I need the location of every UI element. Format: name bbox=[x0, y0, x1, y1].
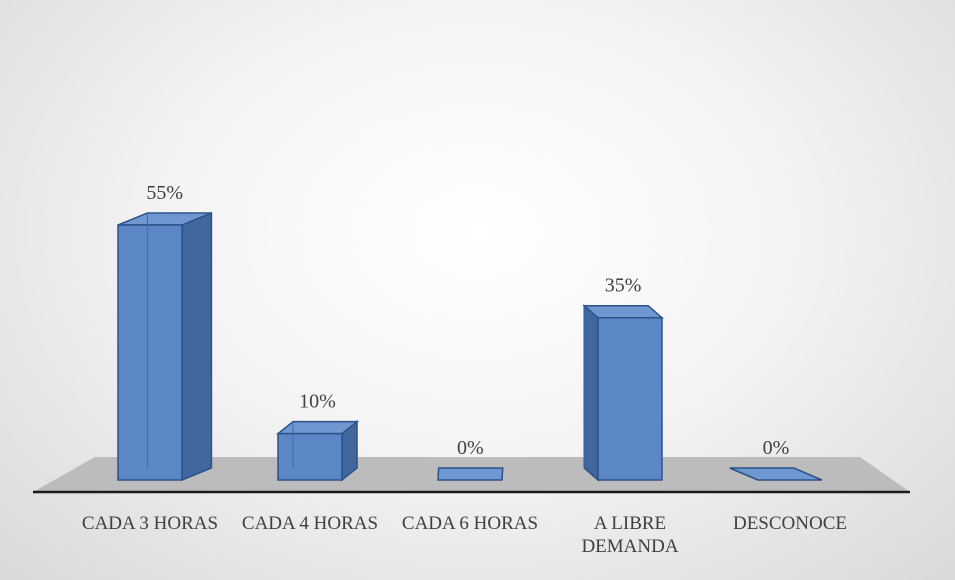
x-tick-label: DESCONOCE bbox=[732, 513, 847, 534]
bar bbox=[729, 467, 823, 481]
bar-top bbox=[582, 304, 665, 319]
bar-side bbox=[181, 211, 213, 482]
bar-front bbox=[597, 316, 663, 481]
x-tick-label: CADA 6 HORAS bbox=[401, 513, 539, 534]
bar bbox=[582, 304, 665, 482]
value-label: 55% bbox=[146, 182, 183, 204]
x-tick-label: CADA 4 HORAS bbox=[241, 513, 379, 534]
bar bbox=[117, 211, 213, 482]
bar-front bbox=[277, 432, 343, 481]
value-label: 0% bbox=[457, 437, 484, 459]
bar-top bbox=[729, 467, 823, 481]
value-label: 10% bbox=[299, 391, 336, 413]
bar-top bbox=[437, 467, 504, 481]
x-tick-label: CADA 3 HORAS bbox=[81, 513, 219, 534]
x-tick-label: A LIBRE DEMANDA bbox=[581, 513, 679, 557]
bar-front bbox=[117, 224, 183, 481]
value-label: 35% bbox=[605, 275, 642, 297]
bar-top bbox=[275, 420, 360, 435]
value-label: 0% bbox=[763, 437, 790, 459]
bar bbox=[437, 467, 504, 481]
bar bbox=[275, 420, 360, 482]
bar-side bbox=[583, 304, 599, 482]
